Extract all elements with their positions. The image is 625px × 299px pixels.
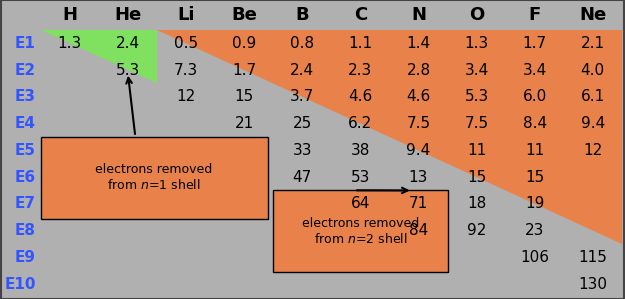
Text: Be: Be [231, 6, 257, 24]
Text: E4: E4 [14, 116, 36, 131]
Text: 11: 11 [525, 143, 544, 158]
Text: 3.4: 3.4 [522, 62, 547, 77]
Text: 12: 12 [583, 143, 602, 158]
Text: 2.3: 2.3 [348, 62, 372, 77]
Text: B: B [296, 6, 309, 24]
Text: 8.4: 8.4 [522, 116, 547, 131]
Text: C: C [354, 6, 367, 24]
Text: 1.7: 1.7 [232, 62, 256, 77]
Text: 33: 33 [292, 143, 312, 158]
Text: 130: 130 [578, 277, 608, 292]
Text: 6.0: 6.0 [522, 89, 547, 104]
Text: 1.4: 1.4 [406, 36, 431, 51]
Text: 25: 25 [292, 116, 312, 131]
Text: 6.2: 6.2 [348, 116, 372, 131]
Text: Ne: Ne [579, 6, 606, 24]
Text: 15: 15 [234, 89, 254, 104]
Text: 64: 64 [351, 196, 370, 211]
Text: 0.8: 0.8 [290, 36, 314, 51]
Text: 7.5: 7.5 [406, 116, 431, 131]
Text: 15: 15 [525, 170, 544, 184]
Text: 4.6: 4.6 [348, 89, 372, 104]
Text: 15: 15 [467, 170, 486, 184]
Text: 47: 47 [292, 170, 312, 184]
Text: 2.1: 2.1 [581, 36, 605, 51]
Text: 23: 23 [525, 223, 544, 238]
Text: 2.4: 2.4 [290, 62, 314, 77]
Text: 1.7: 1.7 [522, 36, 547, 51]
Text: 7.3: 7.3 [174, 62, 198, 77]
Text: 5.3: 5.3 [464, 89, 489, 104]
Text: 3.7: 3.7 [290, 89, 314, 104]
Text: 5.3: 5.3 [116, 62, 140, 77]
Text: 9.4: 9.4 [406, 143, 431, 158]
Text: 3.4: 3.4 [464, 62, 489, 77]
Text: 11: 11 [467, 143, 486, 158]
Text: 71: 71 [409, 196, 428, 211]
Text: 1.3: 1.3 [464, 36, 489, 51]
Text: E2: E2 [14, 62, 36, 77]
Text: 18: 18 [467, 196, 486, 211]
Text: 2.4: 2.4 [116, 36, 140, 51]
Text: 2.8: 2.8 [406, 62, 431, 77]
Text: E7: E7 [14, 196, 36, 211]
Text: 115: 115 [578, 250, 608, 265]
Text: E9: E9 [14, 250, 36, 265]
Text: 106: 106 [520, 250, 549, 265]
Text: 0.5: 0.5 [174, 36, 198, 51]
Text: 13: 13 [409, 170, 428, 184]
FancyBboxPatch shape [273, 190, 448, 272]
Polygon shape [41, 30, 157, 83]
Text: 92: 92 [467, 223, 486, 238]
Text: F: F [529, 6, 541, 24]
Text: 53: 53 [351, 170, 370, 184]
Text: N: N [411, 6, 426, 24]
Text: E5: E5 [14, 143, 36, 158]
Text: 12: 12 [176, 89, 196, 104]
Text: O: O [469, 6, 484, 24]
FancyBboxPatch shape [41, 137, 268, 219]
Text: E8: E8 [14, 223, 36, 238]
Polygon shape [157, 30, 622, 244]
Text: 4.0: 4.0 [581, 62, 605, 77]
Text: electrons removed
from $n$=2 shell: electrons removed from $n$=2 shell [302, 217, 419, 246]
Text: 19: 19 [525, 196, 544, 211]
Text: 4.6: 4.6 [406, 89, 431, 104]
Text: 9.4: 9.4 [581, 116, 605, 131]
Text: H: H [62, 6, 78, 24]
Text: E1: E1 [15, 36, 36, 51]
Text: E3: E3 [14, 89, 36, 104]
Text: electrons removed
from $n$=1 shell: electrons removed from $n$=1 shell [96, 163, 212, 192]
Text: 21: 21 [234, 116, 254, 131]
Text: 0.9: 0.9 [232, 36, 256, 51]
Text: 38: 38 [351, 143, 370, 158]
Text: Li: Li [177, 6, 195, 24]
Text: E6: E6 [14, 170, 36, 184]
Text: E10: E10 [4, 277, 36, 292]
Text: 6.1: 6.1 [581, 89, 605, 104]
Text: 84: 84 [409, 223, 428, 238]
Text: 7.5: 7.5 [464, 116, 489, 131]
Text: 1.1: 1.1 [348, 36, 372, 51]
Text: He: He [114, 6, 141, 24]
Text: 1.3: 1.3 [58, 36, 82, 51]
